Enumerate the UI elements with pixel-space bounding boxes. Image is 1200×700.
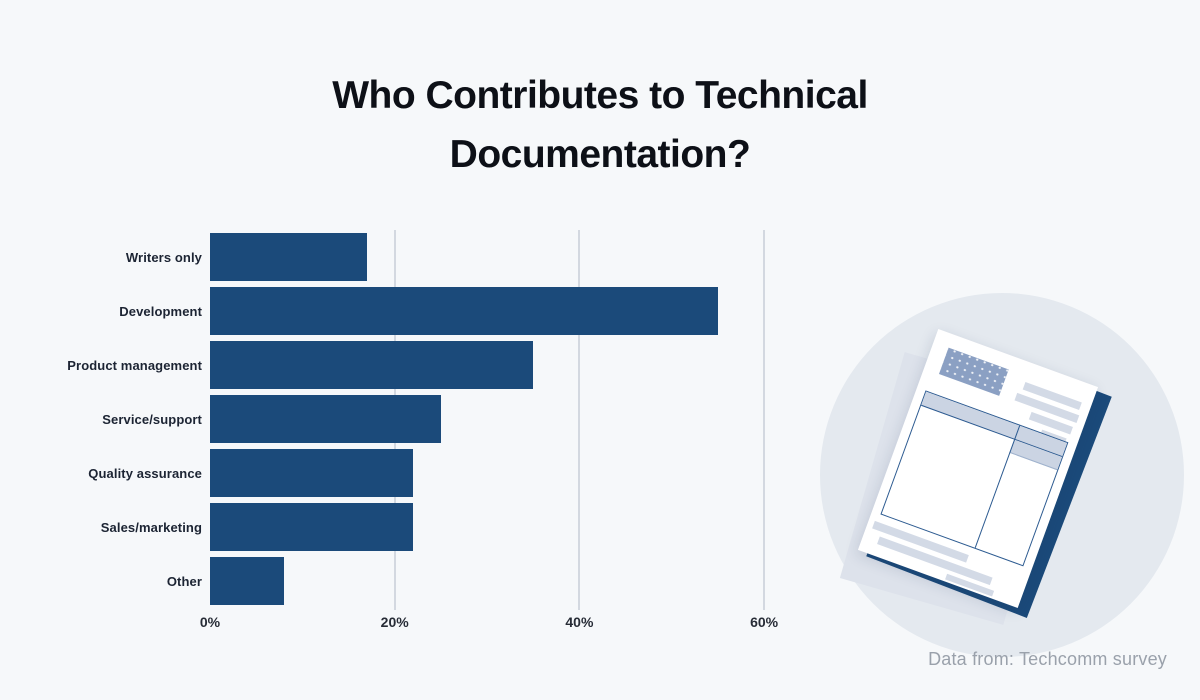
gridline-60 bbox=[763, 230, 766, 610]
chart-row: Service/support bbox=[0, 392, 820, 446]
chart-row: Other bbox=[0, 554, 820, 608]
x-tick-label: 60% bbox=[750, 614, 779, 630]
x-axis: 0% 20% 40% 60% bbox=[200, 614, 810, 636]
chart-row: Development bbox=[0, 284, 820, 338]
chart-row: Product management bbox=[0, 338, 820, 392]
bar-product-management bbox=[210, 341, 534, 389]
x-tick-label: 40% bbox=[565, 614, 594, 630]
category-label: Other bbox=[166, 573, 202, 589]
x-tick-label: 20% bbox=[380, 614, 409, 630]
chart-row: Writers only bbox=[0, 230, 820, 284]
bar-quality-assurance bbox=[210, 449, 414, 497]
gridline-40 bbox=[578, 230, 581, 610]
bar-writers-only bbox=[210, 233, 367, 281]
bar-rows: Writers only Development Product managemen… bbox=[0, 230, 820, 608]
category-label: Product management bbox=[67, 357, 202, 373]
bar-service-support bbox=[210, 395, 441, 443]
category-label: Writers only bbox=[125, 249, 202, 265]
category-label: Service/support bbox=[102, 411, 202, 427]
bar-other bbox=[210, 557, 284, 605]
bar-development bbox=[210, 287, 718, 335]
data-source-caption: Data from: Techcomm survey bbox=[928, 649, 1167, 669]
document-illustration bbox=[820, 293, 1184, 657]
chart-row: Sales/marketing bbox=[0, 500, 820, 554]
chart-row: Quality assurance bbox=[0, 446, 820, 500]
document-table-divider bbox=[974, 425, 1021, 548]
category-label: Sales/marketing bbox=[100, 519, 202, 535]
chart-title-line2: Documentation? bbox=[449, 133, 751, 176]
document-stamp bbox=[938, 347, 1009, 396]
bar-sales-marketing bbox=[210, 503, 414, 551]
chart-title: Who Contributes to Technical Documentati… bbox=[0, 66, 1200, 184]
category-label: Quality assurance bbox=[88, 465, 202, 481]
category-label: Development bbox=[119, 303, 202, 319]
chart-title-line1: Who Contributes to Technical bbox=[332, 74, 868, 117]
x-tick-label: 0% bbox=[199, 614, 221, 630]
bar-chart: Writers only Development Product managemen… bbox=[0, 230, 820, 650]
